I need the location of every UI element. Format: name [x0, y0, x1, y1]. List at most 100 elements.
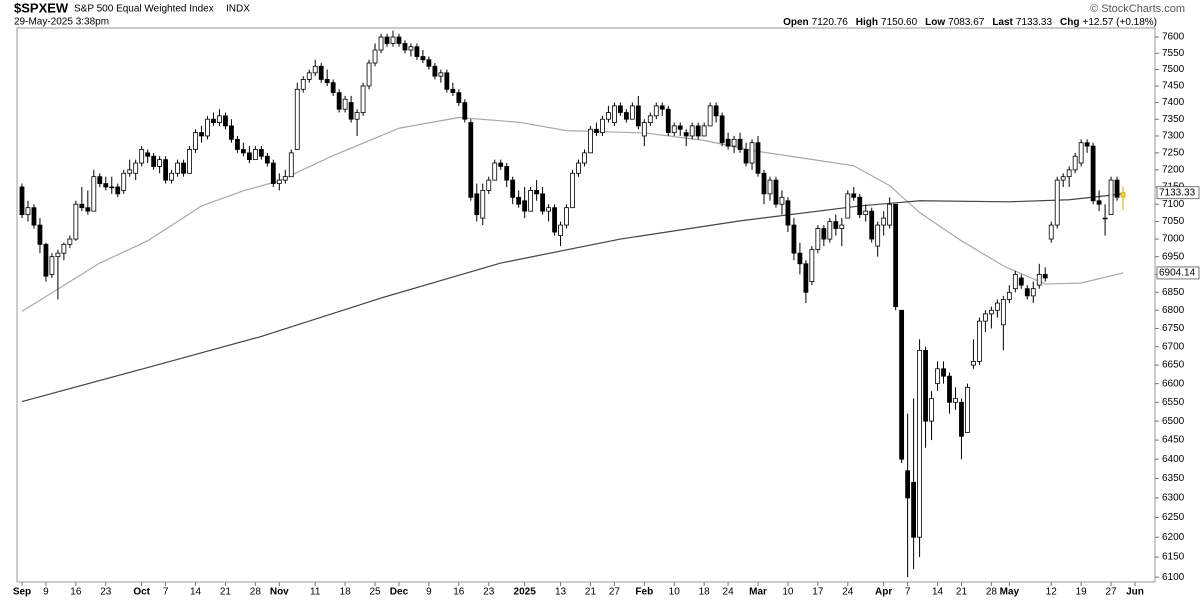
candle-body — [647, 115, 653, 123]
candle-body — [438, 72, 444, 77]
candle-body — [414, 46, 420, 57]
candle-body — [1120, 192, 1126, 198]
candle-body — [205, 118, 210, 137]
candle-body — [270, 162, 276, 184]
candle-body — [456, 92, 462, 103]
candle-body — [390, 36, 396, 44]
candle-body — [683, 132, 689, 137]
candle-body — [558, 224, 563, 236]
x-tick-label: 16 — [70, 587, 82, 598]
candle-body — [839, 224, 845, 229]
x-tick-label: 17 — [812, 587, 824, 598]
candle-body — [797, 252, 803, 265]
plot-frame — [16, 27, 1156, 583]
candle-body — [576, 162, 581, 174]
candle-body — [1066, 169, 1072, 178]
candle-body — [1042, 274, 1048, 279]
stat-value: +12.57 (+0.18%) — [1083, 17, 1158, 28]
x-tick-label: 12 — [1046, 587, 1058, 598]
candle-body — [1012, 274, 1018, 290]
x-tick-label: 18 — [699, 587, 711, 598]
candle-body — [947, 375, 952, 403]
candle-body — [767, 179, 773, 195]
candle-body — [127, 169, 133, 174]
x-tick-label: Oct — [133, 587, 150, 598]
y-tick-label: 7200 — [1162, 165, 1185, 176]
candle-body — [276, 179, 282, 184]
candle-body — [384, 36, 390, 44]
candle-body — [570, 172, 575, 209]
symbol: $SPXEW — [14, 0, 69, 15]
x-tick-label: 21 — [585, 587, 597, 598]
candle-body — [935, 368, 940, 385]
candle-body — [450, 88, 456, 94]
candle-body — [193, 132, 198, 150]
candle-body — [67, 238, 73, 245]
candle-body — [600, 118, 605, 134]
candle-body — [917, 349, 922, 538]
candle-body — [408, 46, 414, 51]
candle-body — [815, 228, 821, 251]
x-tick-label: Nov — [270, 587, 289, 598]
candle-body — [528, 190, 534, 212]
stat-label: Open — [783, 17, 809, 28]
candle-body — [246, 152, 252, 161]
candle-body — [462, 102, 468, 120]
moving-average — [21, 193, 1124, 403]
candle-body — [31, 207, 37, 226]
candle-body — [217, 115, 222, 123]
candle-body — [312, 65, 318, 74]
candle-body — [145, 152, 151, 157]
candle-body — [37, 224, 43, 245]
y-tick-label: 6700 — [1162, 341, 1185, 352]
y-tick-label: 7050 — [1162, 216, 1185, 227]
timestamp: 29-May-2025 3:38pm — [14, 17, 109, 28]
candle-body — [809, 249, 815, 282]
candle-body — [163, 159, 169, 181]
candle-body — [492, 162, 498, 181]
exchange: INDX — [226, 4, 250, 15]
stat-label: Low — [925, 17, 945, 28]
candle-body — [959, 401, 964, 437]
x-tick-label: 10 — [669, 587, 681, 598]
candle-body — [659, 105, 665, 110]
candle-body — [282, 176, 288, 181]
candle-body — [264, 155, 270, 164]
candle-body — [635, 105, 641, 127]
candle-body — [887, 203, 893, 226]
candle-body — [426, 59, 432, 67]
candle-body — [540, 193, 545, 212]
candle-body — [761, 172, 767, 195]
candle-body — [306, 72, 312, 80]
candle-body — [318, 65, 324, 80]
candle-body — [731, 138, 737, 147]
candle-body — [785, 200, 791, 226]
candle-body — [157, 159, 163, 167]
candle-body — [504, 166, 510, 181]
candle-body — [749, 142, 755, 164]
candle-body — [510, 179, 516, 198]
candle-body — [1036, 274, 1042, 286]
x-tick-label: 14 — [190, 587, 202, 598]
y-tick-label: 7000 — [1162, 234, 1185, 245]
y-tick-label: 6300 — [1162, 493, 1185, 504]
candle-body — [109, 186, 115, 189]
y-tick-label: 7500 — [1162, 64, 1185, 75]
y-tick-label: 7100 — [1162, 199, 1185, 210]
y-tick-label: 6650 — [1162, 360, 1185, 371]
x-tick-label: 25 — [369, 587, 381, 598]
candle-body — [869, 210, 875, 240]
candle-body — [701, 125, 707, 137]
candle-body — [115, 186, 121, 195]
x-tick-label: 21 — [220, 587, 232, 598]
candle-body — [420, 56, 426, 61]
candle-body — [875, 224, 881, 247]
candle-body — [833, 221, 839, 229]
candle-body — [402, 43, 408, 51]
candle-body — [594, 128, 599, 134]
x-tick-label: 7 — [905, 587, 911, 598]
x-tick-label: Mar — [749, 587, 767, 598]
y-tick-label: 7450 — [1162, 81, 1185, 92]
stat-value: 7133.33 — [1016, 17, 1053, 28]
